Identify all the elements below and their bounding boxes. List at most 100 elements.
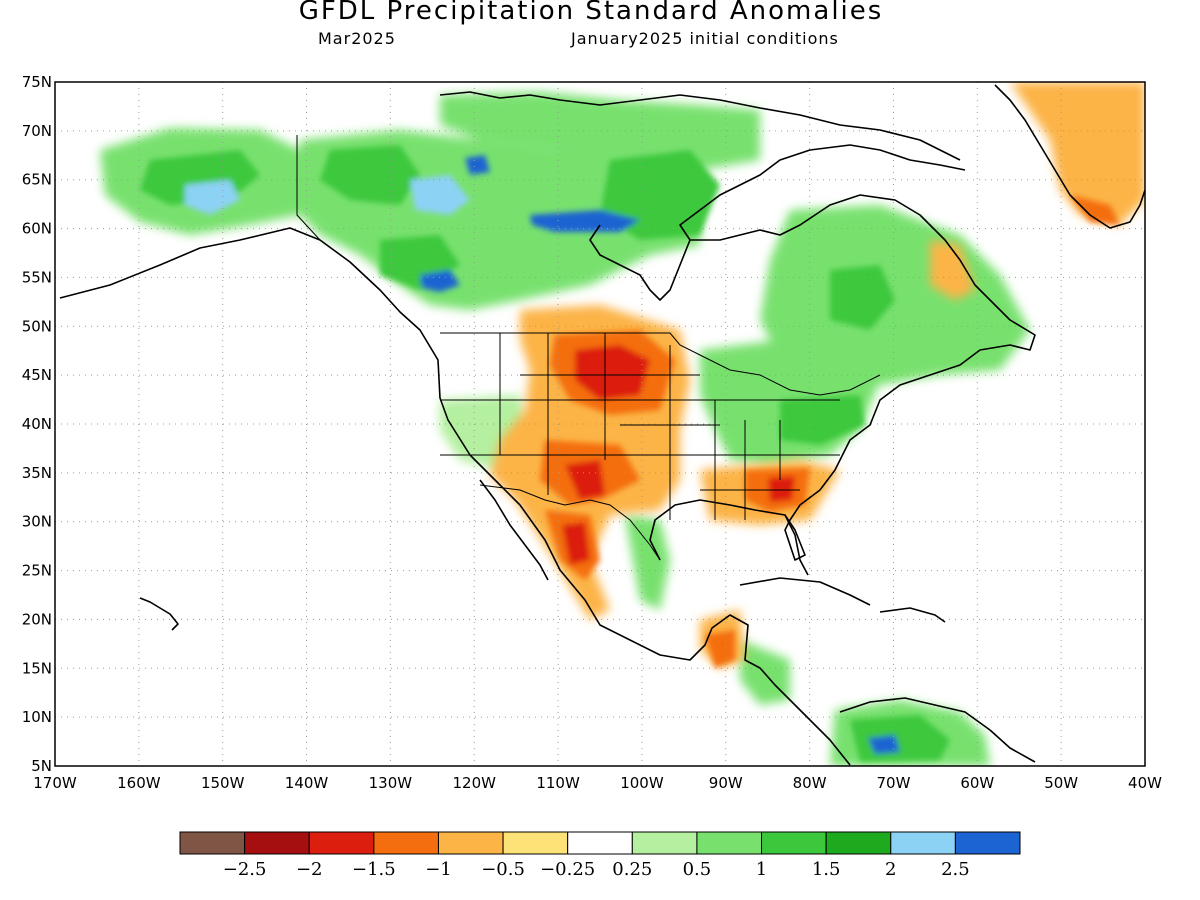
dry-region-greenland — [1010, 82, 1145, 225]
colorbar-swatch — [437, 831, 504, 855]
longitude-tick-label: 100W — [620, 774, 664, 792]
coastline-north-america — [59, 227, 851, 766]
colorbar-tick-label: 0.5 — [683, 859, 712, 880]
latitude-tick-label: 30N — [22, 513, 52, 531]
latitude-tick-label: 35N — [22, 464, 52, 482]
longitude-tick-label: 150W — [201, 774, 245, 792]
longitude-tick-label: 110W — [536, 774, 580, 792]
latitude-tick-label: 55N — [22, 268, 52, 286]
colorbar-tick-label: 2.5 — [941, 859, 970, 880]
dry-extreme-dakotas — [575, 345, 650, 400]
colorbar-tick-label: 1.5 — [812, 859, 841, 880]
border-us-states-ns — [499, 333, 781, 520]
latitude-tick-label: 60N — [22, 220, 52, 238]
longitude-tick-label: 130W — [369, 774, 413, 792]
graticule — [55, 82, 1145, 766]
colorbar-swatch — [567, 831, 633, 855]
dry-region-labrador — [930, 240, 975, 300]
coastline-hawaii — [139, 597, 179, 631]
longitude-tick-label: 60W — [960, 774, 994, 792]
longitude-tick-label: 80W — [793, 774, 827, 792]
latitude-tick-label: 5N — [31, 757, 52, 775]
longitude-tick-label: 90W — [709, 774, 743, 792]
colorbar-swatch — [179, 831, 246, 855]
colorbar — [179, 831, 1021, 855]
wet-extreme-venezuela — [868, 735, 900, 754]
border-alaska-canada — [296, 135, 321, 241]
forecast-month: Mar2025 — [318, 29, 396, 48]
colorbar-tick-label: −0.5 — [481, 859, 525, 880]
wet-extreme-alaska — [185, 180, 240, 215]
dry-extreme-georgia — [768, 476, 795, 502]
longitude-tick-label: 170W — [33, 774, 77, 792]
wet-extreme-nwt — [410, 175, 470, 215]
latitude-labels: 75N 70N 65N 60N 55N 50N 45N 40N 35N 30N 25N 20N 15N 1… — [22, 73, 52, 775]
dry-extreme-new-mexico — [565, 460, 605, 500]
colorbar-swatch — [244, 831, 310, 855]
wet-core-yukon — [320, 145, 420, 205]
longitude-tick-label: 40W — [1128, 774, 1162, 792]
latitude-tick-label: 50N — [22, 317, 52, 335]
border-us-canada — [440, 332, 881, 396]
border-us-states-ew — [440, 374, 840, 491]
longitude-tick-label: 140W — [285, 774, 329, 792]
coastline-gulf — [649, 144, 1036, 561]
colorbar-tick-label: −2.5 — [223, 859, 267, 880]
wet-extreme-yukon — [465, 155, 490, 175]
colorbar-swatch — [890, 831, 956, 855]
latitude-tick-label: 45N — [22, 366, 52, 384]
colorbar-tick-label: −1 — [425, 859, 452, 880]
colorbar-tick-label: 2 — [885, 859, 896, 880]
initial-conditions: January2025 initial conditions — [571, 29, 839, 48]
colorbar-tick-label: 0.25 — [612, 859, 652, 880]
political-borders — [296, 135, 881, 561]
latitude-tick-label: 65N — [22, 171, 52, 189]
wet-region-arctic-islands — [440, 92, 760, 170]
coastline-baja — [479, 479, 549, 581]
wet-core-northeast — [780, 395, 865, 445]
colorbar-swatch — [631, 831, 698, 855]
colorbar-tick-label: −0.25 — [540, 859, 595, 880]
coastline-arctic-islands — [439, 91, 961, 161]
coastline-hudson-bay — [589, 224, 691, 301]
wet-core-quebec — [830, 265, 895, 330]
wet-extreme-hudson — [530, 210, 640, 232]
coastline-florida — [784, 514, 809, 576]
colorbar-swatch — [825, 831, 892, 855]
coastlines — [59, 84, 1145, 766]
longitude-tick-label: 70W — [877, 774, 911, 792]
colorbar-swatch — [696, 831, 763, 855]
colorbar-swatch — [761, 831, 827, 855]
longitude-tick-label: 120W — [452, 774, 496, 792]
latitude-tick-label: 25N — [22, 562, 52, 580]
dry-extreme-chihuahua — [562, 522, 590, 565]
colorbar-tick-label: −1.5 — [352, 859, 396, 880]
colorbar-swatch — [308, 831, 375, 855]
longitude-tick-label: 160W — [117, 774, 161, 792]
coastline-greenland — [994, 84, 1145, 229]
coastline-south-america — [839, 697, 1036, 763]
coastline-hispaniola — [879, 607, 946, 623]
colorbar-swatch — [954, 831, 1021, 855]
latitude-tick-label: 20N — [22, 610, 52, 628]
wet-extreme-bc — [420, 270, 460, 292]
latitude-tick-label: 75N — [22, 73, 52, 91]
dry-core-greenland — [1070, 195, 1120, 225]
colorbar-swatch — [373, 831, 439, 855]
colorbar-tick-label: −2 — [296, 859, 323, 880]
dry-core-guatemala — [705, 630, 735, 668]
latitude-tick-label: 70N — [22, 122, 52, 140]
latitude-tick-label: 40N — [22, 415, 52, 433]
map-title: GFDL Precipitation Standard Anomalies — [298, 0, 884, 26]
plot-frame — [54, 81, 1146, 767]
longitude-labels: 170W 160W 150W 140W 130W 120W 110W 100W 90W 80W 70… — [33, 774, 1162, 792]
coastline-cuba — [739, 577, 871, 606]
colorbar-swatch — [502, 831, 569, 855]
latitude-tick-label: 10N — [22, 708, 52, 726]
border-us-mexico — [479, 484, 661, 561]
colorbar-labels: −2.5 −2 −1.5 −1 −0.5 −0.25 0.25 0.5 1 1.5 2 2.5 — [223, 859, 970, 880]
longitude-tick-label: 50W — [1044, 774, 1078, 792]
wet-region-sierra-madre — [625, 515, 670, 610]
colorbar-tick-label: 1 — [756, 859, 767, 880]
